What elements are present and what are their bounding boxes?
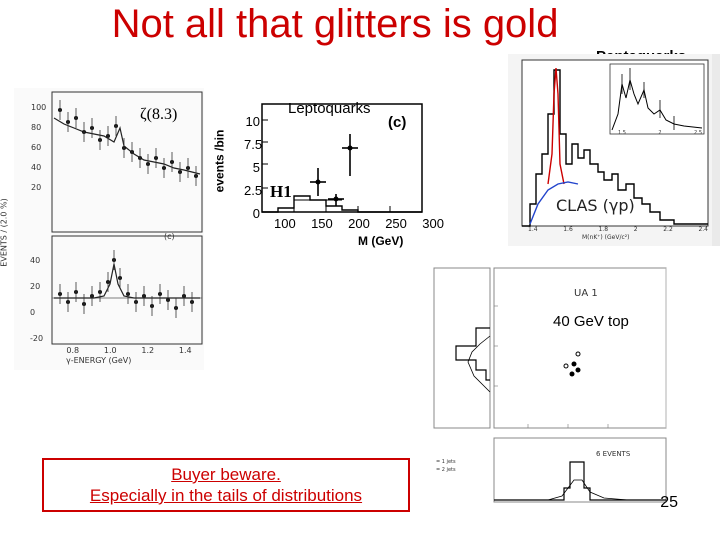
lq-x-tick: 200 <box>348 216 370 231</box>
lq-x-tick: 150 <box>311 216 333 231</box>
pentaquark-plot: CLAS (γp) 1.4 1.6 1.8 2 2.2 2.4 1.5 2 2.… <box>508 54 720 246</box>
zeta-x-tick: 0.8 <box>66 346 80 355</box>
lq-y-tick: 10 <box>245 114 260 129</box>
zeta-label: ζ(8.3) <box>140 106 178 123</box>
zeta-bottom-tick: 40 <box>30 256 41 265</box>
zeta-bottom-tick: 0 <box>30 308 36 317</box>
lq-y-tick: 2.5 <box>244 183 263 198</box>
penta-inset-x-tick: 1.5 <box>618 130 626 136</box>
lq-panel-mark: (c) <box>388 114 407 131</box>
warning-line-1: Buyer beware. <box>171 465 281 484</box>
zeta-x-axis-label: γ-ENERGY (GeV) <box>66 356 132 365</box>
lq-y-axis-label: events /bin <box>212 129 227 193</box>
penta-x-tick: 2.2 <box>663 226 673 233</box>
penta-x-axis-label: M(nK⁺) (GeV/c²) <box>582 234 630 241</box>
lq-y-tick: 0 <box>252 206 260 221</box>
zeta-top-tick: 80 <box>31 123 42 132</box>
lq-x-tick: 250 <box>385 216 407 231</box>
penta-x-tick: 1.8 <box>598 226 609 233</box>
zeta-x-tick: 1.0 <box>103 346 117 355</box>
lq-experiment: H1 <box>270 182 292 201</box>
zeta-bottom-tick: -20 <box>30 334 44 343</box>
ua1-legend-item: = 1 jets <box>436 459 456 465</box>
zeta-panel-mark: (c) <box>164 232 175 241</box>
lq-x-tick: 100 <box>274 216 296 231</box>
zeta-top-tick: 100 <box>31 103 47 112</box>
top-quark-label: 40 GeV top <box>553 313 629 330</box>
penta-x-tick: 1.6 <box>563 226 573 233</box>
ua1-legend-item: = 2 jets <box>436 467 456 473</box>
top-quark-plot: UA 1 6 EVENTS = 1 jets = 2 jets <box>428 266 668 530</box>
ua1-experiment: UA 1 <box>574 288 598 299</box>
penta-x-tick: 2.4 <box>698 226 708 233</box>
leptoquark-label: Leptoquarks <box>288 100 371 117</box>
buyer-beware-box: Buyer beware. Especially in the tails of… <box>42 458 410 512</box>
zeta-bottom-tick: 20 <box>30 282 41 291</box>
zeta-y-axis-label: EVENTS / (2.0 %) <box>0 198 9 267</box>
lq-x-axis-label: M (GeV) <box>358 234 404 248</box>
penta-x-tick: 2 <box>633 226 638 233</box>
zeta-top-tick: 20 <box>31 183 42 192</box>
pentaquark-experiment: CLAS (γp) <box>556 196 635 215</box>
warning-line-2: Especially in the tails of distributions <box>89 486 363 505</box>
penta-inset-x-tick: 2 <box>658 130 662 136</box>
lq-x-tick: 300 <box>422 216 444 231</box>
penta-inset-x-tick: 2.5 <box>694 130 702 136</box>
lq-y-tick: 5 <box>252 160 260 175</box>
slide-title: Not all that glitters is gold <box>111 2 559 46</box>
page-number: 25 <box>660 494 678 511</box>
ua1-events-note: 6 EVENTS <box>596 450 631 458</box>
lq-y-tick: 7.5 <box>244 137 263 152</box>
zeta-x-tick: 1.2 <box>141 346 155 355</box>
zeta-top-tick: 60 <box>31 143 42 152</box>
zeta-top-tick: 40 <box>31 163 42 172</box>
zeta-plot: 100 80 60 40 20 40 20 0 -20 EVENTS / (2.… <box>0 88 204 370</box>
leptoquark-plot: 10 7.5 5 2.5 0 events /bin 100 150 200 2… <box>212 96 444 254</box>
zeta-x-tick: 1.4 <box>178 346 192 355</box>
penta-x-tick: 1.4 <box>528 226 538 233</box>
